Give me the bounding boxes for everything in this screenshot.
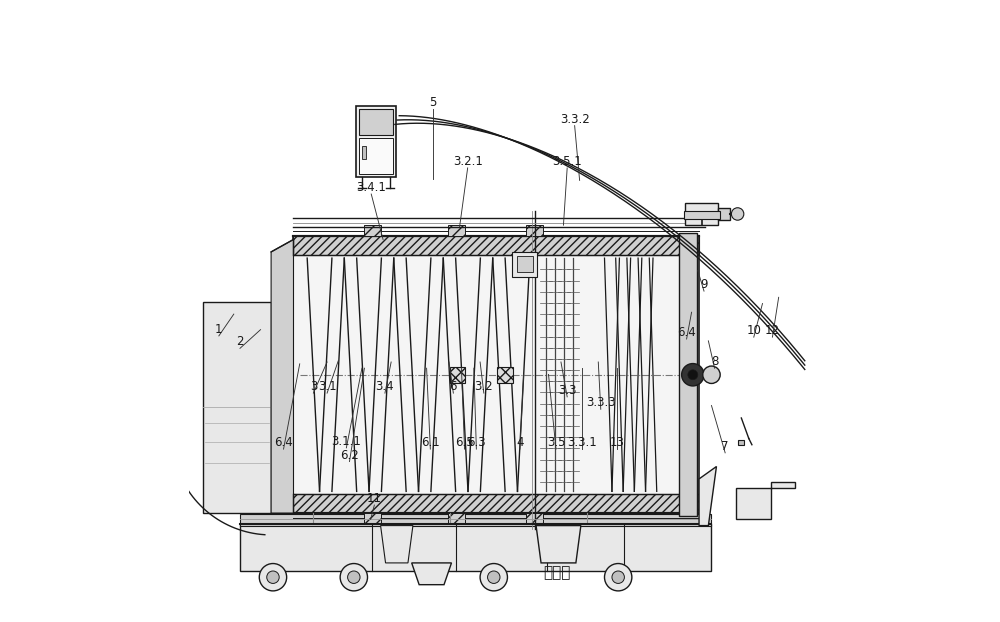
Polygon shape (699, 466, 716, 526)
Bar (293, 236, 699, 255)
Bar (356, 106, 396, 177)
Text: 4: 4 (516, 436, 524, 449)
Bar (526, 513, 543, 524)
Bar (203, 302, 271, 513)
Bar (738, 440, 744, 445)
Text: 6.2: 6.2 (340, 448, 359, 462)
Polygon shape (412, 563, 451, 585)
Circle shape (688, 369, 698, 379)
Text: 6.1: 6.1 (421, 436, 440, 449)
Text: 13: 13 (609, 436, 624, 449)
Text: 3.5.1: 3.5.1 (552, 155, 582, 168)
Circle shape (488, 571, 500, 583)
Bar (364, 513, 381, 524)
Bar (517, 256, 533, 272)
Text: 6: 6 (450, 380, 457, 393)
Bar (718, 208, 730, 220)
Text: 11: 11 (367, 492, 382, 505)
Text: 3.3.3: 3.3.3 (586, 396, 616, 409)
Bar (293, 494, 699, 513)
Bar (526, 225, 543, 236)
Bar (685, 203, 718, 225)
Text: 2: 2 (236, 335, 244, 348)
Bar (448, 225, 465, 236)
Text: 6.4: 6.4 (274, 436, 293, 449)
Text: 6.5: 6.5 (455, 436, 474, 449)
Text: 12: 12 (765, 324, 780, 337)
Bar (293, 236, 699, 513)
Text: 3.2: 3.2 (475, 380, 493, 393)
Bar (512, 252, 537, 277)
Text: 10: 10 (746, 324, 761, 337)
Bar (684, 211, 720, 219)
Text: 3.1: 3.1 (318, 380, 336, 393)
Text: 3.1.1: 3.1.1 (331, 435, 361, 448)
Text: 5: 5 (429, 96, 437, 109)
Bar (359, 109, 393, 135)
Text: 电缆线: 电缆线 (544, 565, 571, 580)
Polygon shape (271, 239, 293, 513)
Text: 3.4: 3.4 (376, 380, 394, 393)
Text: 7: 7 (721, 440, 729, 453)
Polygon shape (536, 526, 581, 563)
Polygon shape (736, 482, 795, 519)
Bar (448, 513, 465, 524)
Bar (497, 367, 513, 383)
Text: 3.3.1: 3.3.1 (567, 436, 597, 449)
Circle shape (731, 208, 744, 220)
Circle shape (604, 564, 632, 591)
Circle shape (348, 571, 360, 583)
Text: 3.4.1: 3.4.1 (356, 181, 386, 194)
Circle shape (340, 564, 368, 591)
Circle shape (682, 363, 704, 386)
Polygon shape (381, 526, 413, 563)
Text: 3.5: 3.5 (547, 436, 565, 449)
Bar (679, 233, 697, 516)
Circle shape (480, 564, 507, 591)
Text: 3.2.1: 3.2.1 (453, 155, 483, 168)
Circle shape (267, 571, 279, 583)
Text: 3.3: 3.3 (558, 384, 576, 397)
Circle shape (612, 571, 624, 583)
Circle shape (259, 564, 287, 591)
Text: 9: 9 (700, 278, 708, 291)
Bar (359, 138, 393, 174)
Text: 6.3: 6.3 (467, 436, 486, 449)
Text: 8: 8 (711, 355, 718, 368)
Text: 3.3.2: 3.3.2 (560, 113, 590, 126)
Bar (364, 225, 381, 236)
Text: 3: 3 (310, 380, 317, 393)
Bar (450, 367, 465, 383)
Bar (240, 514, 711, 526)
Bar (362, 146, 366, 159)
Text: 6.4: 6.4 (677, 326, 696, 339)
Circle shape (703, 366, 720, 383)
Text: 1: 1 (215, 323, 223, 336)
Bar (240, 524, 711, 571)
